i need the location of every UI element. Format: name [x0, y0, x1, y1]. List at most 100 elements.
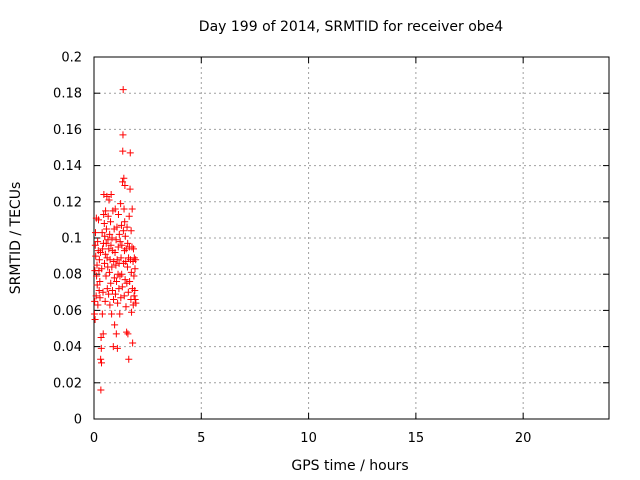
- data-point: [127, 227, 135, 235]
- data-point: [128, 243, 136, 251]
- x-tick-label: 15: [408, 431, 425, 446]
- data-point: [109, 343, 117, 351]
- x-tick-label: 0: [90, 431, 98, 446]
- data-point: [107, 218, 115, 226]
- data-point: [92, 229, 100, 237]
- data-point: [97, 344, 105, 352]
- data-point: [121, 182, 129, 190]
- data-point: [97, 386, 105, 394]
- data-point: [118, 270, 126, 278]
- data-point: [119, 178, 127, 186]
- data-point: [124, 288, 132, 296]
- data-point: [117, 254, 125, 262]
- data-point: [106, 301, 114, 309]
- data-point: [116, 272, 124, 280]
- data-point: [126, 149, 134, 157]
- data-point: [101, 297, 109, 305]
- data-point: [95, 286, 103, 294]
- chart-title: Day 199 of 2014, SRMTID for receiver obe…: [199, 19, 503, 35]
- data-point: [112, 261, 120, 269]
- data-point: [99, 330, 107, 338]
- data-point: [128, 205, 136, 213]
- data-point: [127, 268, 135, 276]
- data-point: [131, 265, 139, 273]
- y-tick-label: 0.04: [53, 340, 82, 355]
- data-point: [95, 256, 103, 264]
- y-tick-label: 0.02: [53, 376, 82, 391]
- data-point: [110, 274, 118, 282]
- data-point: [124, 330, 132, 338]
- data-point: [116, 238, 124, 246]
- data-point: [126, 185, 134, 193]
- data-point: [106, 256, 114, 264]
- data-point: [111, 290, 119, 298]
- data-point: [112, 236, 120, 244]
- data-point: [98, 359, 106, 367]
- y-tick-label: 0.12: [53, 195, 82, 210]
- data-point: [94, 301, 102, 309]
- data-point: [111, 205, 119, 213]
- data-point: [130, 272, 138, 280]
- data-point: [99, 288, 107, 296]
- data-point: [122, 258, 130, 266]
- data-point: [93, 281, 101, 289]
- data-point: [116, 310, 124, 318]
- data-point: [113, 223, 121, 231]
- data-point: [92, 252, 100, 260]
- data-point: [119, 147, 127, 155]
- data-point: [102, 239, 110, 247]
- data-point: [119, 86, 127, 94]
- data-point: [101, 232, 109, 240]
- data-point: [108, 263, 116, 271]
- y-tick-label: 0.2: [61, 51, 82, 66]
- x-tick-label: 10: [300, 431, 317, 446]
- data-point: [100, 220, 108, 228]
- data-point: [101, 250, 109, 258]
- data-point: [129, 245, 137, 253]
- data-point: [102, 272, 110, 280]
- data-point: [93, 272, 101, 280]
- data-point: [123, 263, 131, 271]
- data-point: [96, 248, 104, 256]
- data-point: [103, 254, 111, 262]
- y-tick-label: 0.06: [53, 304, 82, 319]
- data-point: [106, 230, 114, 238]
- data-point: [108, 286, 116, 294]
- data-point: [118, 241, 126, 249]
- data-point: [125, 355, 133, 363]
- data-point: [131, 286, 139, 294]
- data-point: [117, 200, 125, 208]
- data-point: [120, 292, 128, 300]
- data-point: [107, 241, 115, 249]
- data-point: [91, 297, 99, 305]
- data-point: [97, 355, 105, 363]
- data-point: [95, 216, 103, 224]
- data-point: [105, 290, 113, 298]
- data-point: [105, 268, 113, 276]
- data-point: [117, 221, 125, 229]
- data-point: [101, 259, 109, 267]
- data-point: [118, 283, 126, 291]
- data-point: [102, 207, 110, 215]
- data-point: [105, 196, 113, 204]
- data-point: [108, 234, 116, 242]
- data-point: [100, 191, 108, 199]
- data-point: [98, 265, 106, 273]
- data-point: [120, 247, 128, 255]
- data-point: [115, 285, 123, 293]
- data-point: [117, 294, 125, 302]
- axis-ticks: 0 0.02 0.04 0.06 0.08 0.1 0.12 0.14 0.16 0.18 0.2 0…: [53, 51, 609, 446]
- data-point: [122, 303, 130, 311]
- data-point: [94, 238, 102, 246]
- data-point: [121, 276, 129, 284]
- data-point: [123, 223, 131, 231]
- data-point: [126, 277, 134, 285]
- data-point: [114, 210, 122, 218]
- data-point: [92, 292, 100, 300]
- data-point: [104, 236, 112, 244]
- data-point: [111, 248, 119, 256]
- data-point: [130, 254, 138, 262]
- y-tick-label: 0: [74, 413, 82, 428]
- y-tick-label: 0.14: [53, 159, 82, 174]
